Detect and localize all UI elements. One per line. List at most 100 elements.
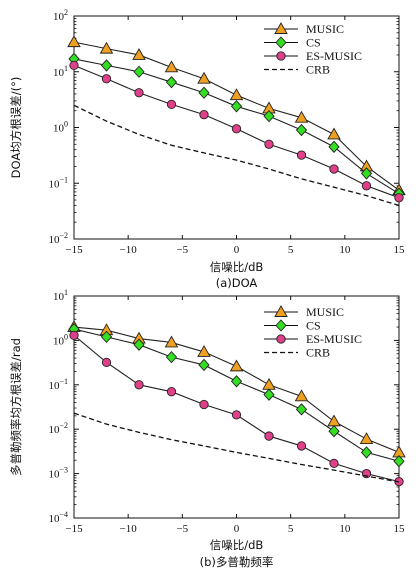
data-point bbox=[359, 432, 374, 445]
x-tick-label: 0 bbox=[234, 244, 240, 256]
legend-marker bbox=[275, 36, 287, 49]
data-point bbox=[99, 41, 114, 54]
legend-label: CRB bbox=[306, 63, 330, 77]
x-tick-label: −5 bbox=[176, 244, 188, 256]
data-point bbox=[197, 345, 211, 357]
data-point bbox=[69, 330, 79, 340]
data-point bbox=[360, 167, 373, 180]
y-tick-label: 10−3 bbox=[48, 466, 68, 481]
data-point bbox=[133, 65, 145, 78]
data-point bbox=[132, 48, 146, 60]
data-point bbox=[262, 377, 276, 390]
y-tick-label: 101 bbox=[53, 288, 68, 303]
legend-marker bbox=[275, 319, 287, 332]
data-point bbox=[329, 458, 339, 469]
x-tick-label: −15 bbox=[65, 523, 83, 535]
data-point bbox=[264, 139, 274, 149]
data-point bbox=[199, 399, 209, 410]
data-point bbox=[199, 110, 209, 120]
data-point bbox=[295, 403, 308, 416]
x-tick-label: 0 bbox=[234, 523, 240, 535]
series-es-music bbox=[69, 60, 404, 203]
y-tick-label: 100 bbox=[53, 120, 68, 135]
data-point bbox=[360, 446, 373, 459]
legend-label: CRB bbox=[306, 346, 330, 360]
data-point bbox=[164, 335, 179, 348]
x-tick-label: 5 bbox=[288, 523, 294, 535]
series-crb bbox=[73, 412, 400, 483]
data-point bbox=[296, 441, 307, 451]
data-point bbox=[100, 330, 113, 344]
y-tick-label: 10−2 bbox=[48, 231, 68, 246]
data-point bbox=[166, 99, 177, 110]
data-point bbox=[229, 88, 244, 101]
y-tick-label: 101 bbox=[53, 64, 68, 79]
data-point bbox=[165, 350, 178, 364]
y-tick-label: 10−1 bbox=[48, 377, 68, 392]
chart-panel-2: −15 −10 −5 0 5 10 15 10−4 10−3 10−2 10−1 100 101 信噪比/… bbox=[9, 288, 406, 569]
data-point bbox=[229, 359, 244, 372]
x-axis-label: 信噪比/dB bbox=[210, 260, 264, 274]
data-point bbox=[67, 35, 81, 48]
chart-panel-1: −15 −10 −5 0 5 10 15 10−2 10−1 100 101 102 信噪比/dB DOA… bbox=[9, 8, 406, 290]
data-point bbox=[230, 100, 243, 113]
y-tick-label: 102 bbox=[53, 8, 68, 23]
data-point bbox=[101, 74, 112, 84]
legend-marker bbox=[276, 51, 286, 61]
data-point bbox=[294, 110, 309, 123]
series-line bbox=[73, 328, 400, 462]
data-point bbox=[263, 388, 275, 401]
legend-marker bbox=[276, 334, 286, 344]
data-point bbox=[294, 389, 309, 402]
x-axis-label: 信噪比/dB bbox=[210, 538, 264, 552]
x-tick-label: 5 bbox=[288, 244, 294, 256]
data-point bbox=[134, 380, 144, 390]
data-point bbox=[133, 338, 145, 351]
x-tick-label: −15 bbox=[65, 244, 83, 256]
data-point bbox=[327, 127, 341, 140]
legend-marker bbox=[274, 22, 288, 34]
data-point bbox=[164, 60, 179, 73]
series-crb bbox=[73, 104, 400, 207]
data-point bbox=[393, 455, 405, 468]
data-point bbox=[231, 124, 242, 134]
plot-frame bbox=[73, 295, 400, 519]
data-point bbox=[263, 109, 275, 123]
data-point bbox=[134, 88, 144, 98]
data-point bbox=[295, 123, 308, 137]
y-axis-label: DOA均方根误差/(°) bbox=[9, 77, 23, 179]
data-point bbox=[230, 375, 243, 388]
y-tick-label: 10−4 bbox=[48, 510, 68, 525]
data-point bbox=[198, 86, 210, 99]
series-line bbox=[73, 334, 400, 483]
legend-label: MUSIC bbox=[306, 22, 344, 36]
y-axis-label: 多普勒频率均方根误差/rad bbox=[9, 338, 23, 476]
legend-label: CS bbox=[306, 36, 321, 50]
data-point bbox=[231, 410, 242, 420]
data-point bbox=[166, 387, 177, 397]
data-point bbox=[165, 76, 178, 89]
data-point bbox=[69, 60, 79, 71]
x-tick-label: 15 bbox=[394, 244, 406, 256]
legend-label: CS bbox=[306, 319, 321, 333]
x-tick-label: −10 bbox=[120, 244, 138, 256]
data-point bbox=[100, 59, 113, 72]
y-tick-label: 10−2 bbox=[48, 421, 68, 436]
x-tick-label: 10 bbox=[339, 523, 351, 535]
data-point bbox=[329, 164, 339, 174]
series-es-music bbox=[69, 330, 404, 487]
data-point bbox=[101, 357, 112, 368]
data-point bbox=[296, 150, 307, 160]
legend-label: ES-MUSIC bbox=[306, 49, 362, 63]
data-point bbox=[197, 71, 211, 84]
y-tick-label: 10−1 bbox=[48, 175, 68, 190]
series-line bbox=[73, 41, 400, 191]
legend-marker bbox=[274, 305, 288, 317]
x-tick-label: −5 bbox=[176, 523, 188, 535]
series-line bbox=[73, 412, 400, 483]
data-point bbox=[328, 425, 340, 438]
x-tick-label: −10 bbox=[120, 523, 138, 535]
